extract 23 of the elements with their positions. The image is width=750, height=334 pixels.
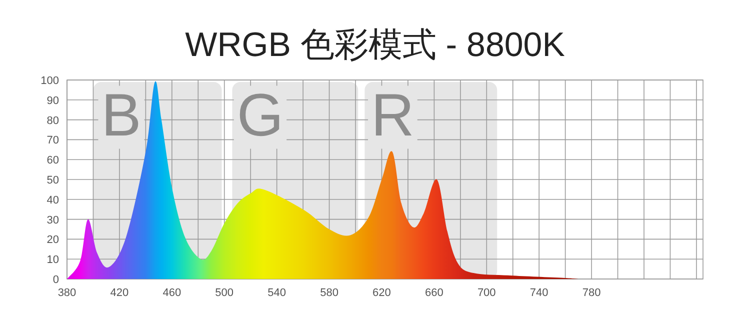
y-tick-label: 90 — [46, 94, 59, 107]
y-tick-label: 40 — [46, 194, 59, 206]
y-tick-label: 10 — [46, 254, 59, 266]
x-tick-label: 380 — [58, 287, 76, 299]
y-tick-label: 60 — [46, 154, 59, 167]
title: WRGB 色彩模式 - 8800K — [185, 26, 565, 64]
x-tick-label: 500 — [215, 287, 234, 299]
x-tick-label: 740 — [530, 287, 548, 299]
y-tick-label: 0 — [52, 274, 59, 286]
x-tick-label: 660 — [424, 287, 444, 299]
x-tick-label: 780 — [582, 287, 601, 299]
x-tick-label: 700 — [477, 287, 496, 299]
y-tick-label: 70 — [46, 134, 59, 147]
y-tick-label: 50 — [46, 174, 59, 186]
y-tick-label: 80 — [46, 114, 59, 127]
x-tick-label: 620 — [372, 287, 391, 299]
x-tick-label: 460 — [162, 287, 182, 299]
x-tick-label: 540 — [268, 287, 286, 299]
y-tick-label: 30 — [46, 214, 59, 226]
x-tick-label: 580 — [320, 287, 338, 299]
y-tick-label: 20 — [46, 234, 59, 246]
x-tick-label: 420 — [110, 287, 129, 299]
y-tick-label: 100 — [40, 75, 59, 87]
